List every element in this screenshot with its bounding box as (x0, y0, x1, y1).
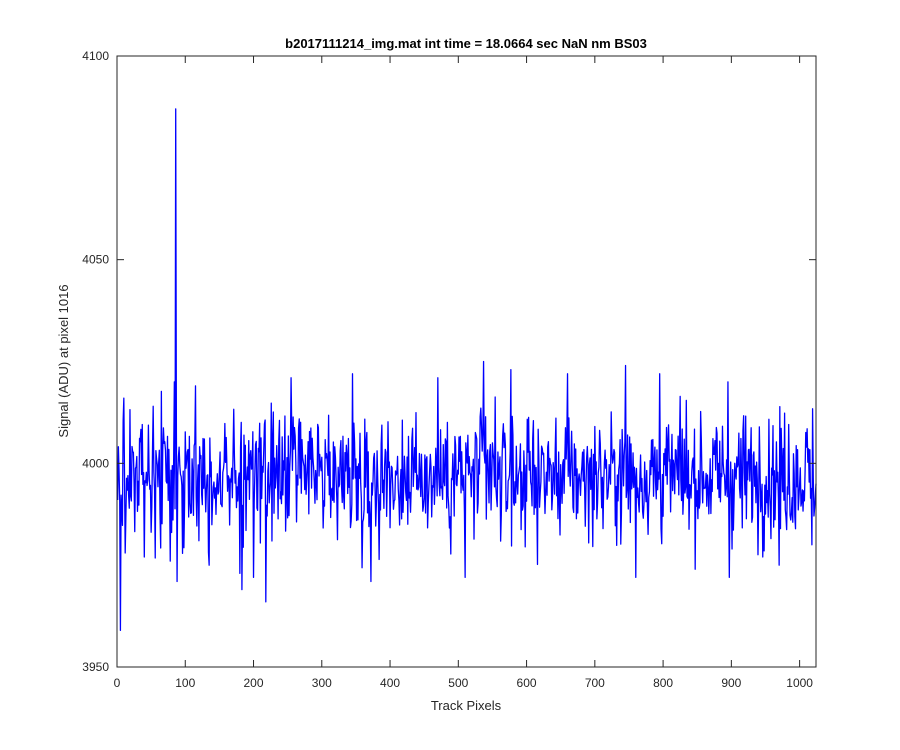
y-tick-label: 4050 (82, 253, 109, 267)
tick-layer: 0 100 200 300 400 500 600 700 800 900 1000 3950 4000… (82, 49, 816, 690)
y-tick-label: 4100 (82, 49, 109, 63)
x-tick-label: 0 (114, 676, 121, 690)
x-tick-label: 1000 (786, 676, 813, 690)
x-tick-label: 100 (175, 676, 195, 690)
x-tick-label: 400 (380, 676, 400, 690)
x-axis-label: Track Pixels (431, 698, 502, 713)
plot-area (117, 56, 816, 667)
x-tick-label: 600 (517, 676, 537, 690)
y-tick-label: 3950 (82, 660, 109, 674)
x-tick-label: 500 (448, 676, 468, 690)
x-tick-label: 700 (585, 676, 605, 690)
x-tick-label: 200 (244, 676, 264, 690)
x-tick-label: 300 (312, 676, 332, 690)
x-tick-label: 800 (653, 676, 673, 690)
series-layer (117, 108, 817, 631)
x-tick-label: 900 (721, 676, 741, 690)
y-axis-label: Signal (ADU) at pixel 1016 (56, 284, 71, 437)
axes-box (116, 55, 817, 668)
series-line (117, 108, 817, 631)
chart-title: b2017111214_img.mat int time = 18.0664 s… (285, 36, 647, 51)
y-tick-label: 4000 (82, 456, 109, 470)
